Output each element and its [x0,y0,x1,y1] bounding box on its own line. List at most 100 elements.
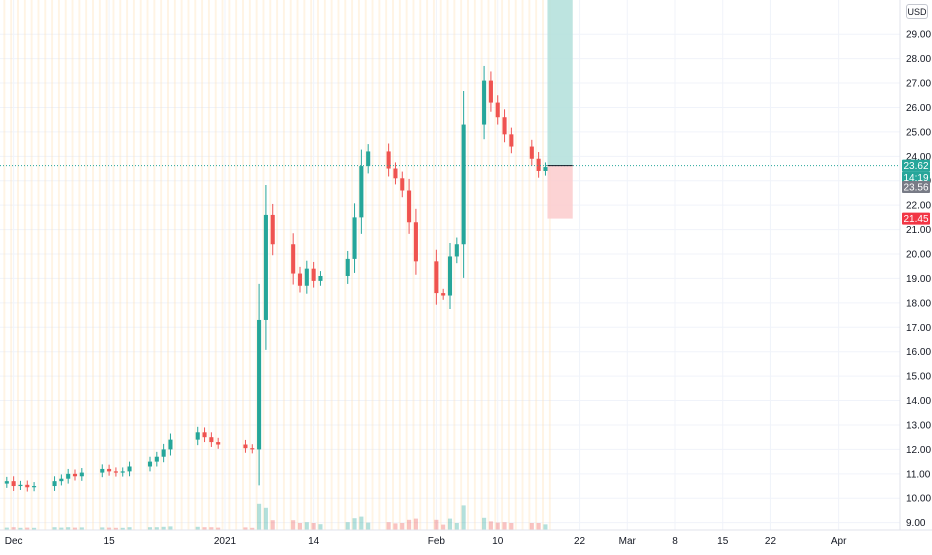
candle-body[interactable] [168,439,173,450]
volume-bar [502,522,507,530]
session-band [344,0,347,530]
time-tick-label[interactable]: 15 [104,536,116,547]
price-axis[interactable] [900,0,932,550]
candle-body[interactable] [250,448,255,450]
candle-body[interactable] [52,481,57,487]
candle-body[interactable] [441,293,446,296]
candle-body[interactable] [386,151,391,169]
candle-body[interactable] [359,166,364,218]
session-band [453,0,456,530]
currency-button[interactable]: USD [906,4,928,19]
candle-body[interactable] [543,167,548,171]
candle-body[interactable] [100,468,105,473]
session-band [480,0,483,530]
candle-body[interactable] [509,134,514,147]
volume-bar [413,518,418,530]
candle-body[interactable] [25,484,30,488]
candle-body[interactable] [161,449,166,457]
session-band [521,0,524,530]
candle-body[interactable] [291,244,296,274]
time-tick-label[interactable]: 2021 [214,536,237,547]
candle-body[interactable] [482,80,487,125]
volume-bar [52,527,57,530]
candle-body[interactable] [202,432,207,438]
candle-body[interactable] [407,190,412,223]
session-band [371,0,374,530]
time-tick-label[interactable]: Apr [831,536,847,547]
candle-body[interactable] [257,319,262,450]
candle-body[interactable] [147,461,153,467]
candle-body[interactable] [79,472,84,477]
session-band [330,0,333,530]
candle-body[interactable] [400,178,405,191]
candle-body[interactable] [304,268,309,286]
candle-body[interactable] [263,214,268,320]
volume-bar [543,524,548,530]
candle-body[interactable] [536,158,541,171]
candle-body[interactable] [454,244,459,257]
candle-body[interactable] [413,222,418,262]
candle-body[interactable] [461,124,466,245]
candle-layer[interactable] [4,65,548,492]
time-tick-label[interactable]: 22 [574,536,586,547]
time-tick-label[interactable]: 14 [308,536,320,547]
candle-body[interactable] [154,456,159,462]
candle-body[interactable] [120,471,125,473]
session-band [173,0,176,530]
candle-body[interactable] [502,117,507,135]
candle-body[interactable] [393,168,398,179]
candle-body[interactable] [297,273,303,286]
candle-body[interactable] [72,473,78,477]
candle-body[interactable] [352,217,357,259]
time-axis-ticks[interactable]: Dec 15 2021 14 Feb 10 22 Mar 8 15 22 Apr [5,536,847,547]
volume-bar [100,527,105,530]
session-band [146,0,149,530]
session-band [187,0,190,530]
candle-body[interactable] [216,442,221,445]
candle-body[interactable] [11,481,16,487]
price-tick-label: 19.00 [906,274,931,285]
candle-body[interactable] [32,486,37,488]
candle-body[interactable] [345,258,350,276]
volume-bar [407,519,412,530]
volume-bar [257,503,262,530]
volume-bar [147,527,153,530]
candle-body[interactable] [366,151,371,167]
session-band [228,0,231,530]
time-tick-label[interactable]: 22 [765,536,777,547]
time-tick-label[interactable]: 8 [672,536,678,547]
candle-body[interactable] [195,432,200,440]
candle-body[interactable] [127,466,132,472]
candle-body[interactable] [318,275,323,281]
volume-bar [250,527,255,530]
time-tick-label[interactable]: Dec [5,536,23,547]
candle-body[interactable] [447,256,453,296]
candle-body[interactable] [209,437,214,443]
session-band [153,0,156,530]
candle-body[interactable] [107,468,112,472]
time-tick-label[interactable]: 10 [492,536,504,547]
candle-body[interactable] [113,471,118,473]
candle-body[interactable] [18,484,23,487]
candle-body[interactable] [495,102,500,118]
volume-bar [359,516,364,530]
loss-zone [547,165,573,219]
candle-body[interactable] [529,146,534,159]
price-tick-label: 11.00 [906,469,931,480]
session-band [548,0,551,530]
session-band [542,0,544,530]
candle-body[interactable] [434,261,439,294]
time-tick-label[interactable]: Mar [619,536,637,547]
candle-body[interactable] [4,481,9,484]
time-tick-label[interactable]: 15 [717,536,729,547]
candle-body[interactable] [66,473,71,479]
time-tick-label[interactable]: Feb [428,536,446,547]
candle-body[interactable] [488,80,493,103]
candle-body[interactable] [270,214,275,245]
candle-body[interactable] [311,268,316,281]
candle-body[interactable] [243,444,248,449]
candle-body[interactable] [59,478,64,482]
session-band [221,0,224,530]
